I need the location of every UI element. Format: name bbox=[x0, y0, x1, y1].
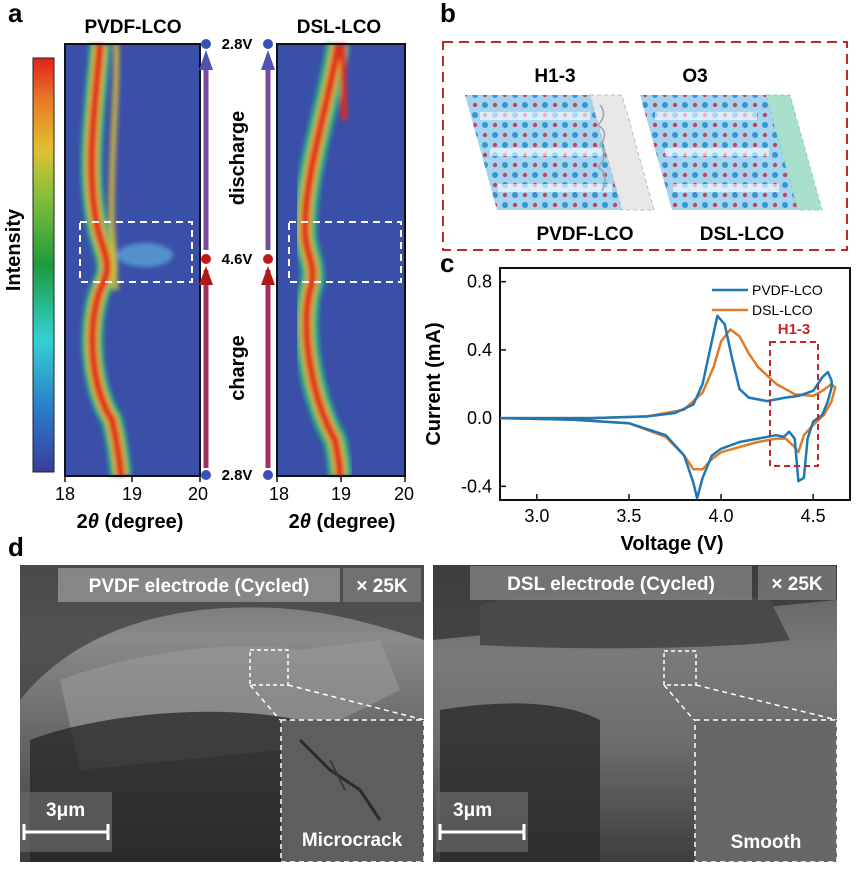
cv-xlabel: Voltage (V) bbox=[621, 533, 724, 555]
sem-title-pvdf: PVDF electrode (Cycled) bbox=[89, 576, 310, 597]
colorbar-label: Intensity bbox=[3, 208, 25, 291]
heatmap-dsl bbox=[276, 42, 406, 477]
h13-annotation: H1-3 bbox=[778, 321, 811, 338]
cv-xtick-label: 3.0 bbox=[524, 506, 549, 526]
panel-label-b: b bbox=[440, 0, 456, 28]
legend-label-pvdf: PVDF-LCO bbox=[752, 282, 823, 298]
sample-label-pvdf: PVDF-LCO bbox=[536, 224, 633, 245]
crystal-h13 bbox=[465, 94, 655, 211]
scale-label-pvdf: 3μm bbox=[46, 800, 85, 821]
phase-label-o3: O3 bbox=[682, 66, 707, 87]
svg-text:20: 20 bbox=[188, 484, 208, 504]
svg-text:20: 20 bbox=[394, 484, 414, 504]
sample-label-dsl: DSL-LCO bbox=[700, 224, 784, 245]
cv-plot-frame bbox=[499, 267, 851, 501]
cv-series-dsl-lco bbox=[499, 328, 837, 471]
crystal-o3 bbox=[640, 94, 823, 211]
inset-label-pvdf: Microcrack bbox=[302, 830, 403, 851]
panel-a-right-xaxis: 18 19 20 bbox=[269, 476, 414, 504]
h13-highlight-box bbox=[769, 341, 819, 467]
panel-a-right-title: DSL-LCO bbox=[297, 17, 381, 38]
voltage-arrows bbox=[199, 39, 275, 480]
discharge-label: discharge bbox=[227, 111, 249, 205]
cv-legend: PVDF-LCO DSL-LCO bbox=[712, 282, 823, 318]
heatmap-pvdf bbox=[64, 43, 201, 477]
voltage-label-top: 2.8V bbox=[222, 36, 253, 53]
cv-ylabel: Current (mA) bbox=[423, 322, 445, 445]
colorbar bbox=[32, 57, 55, 473]
svg-text:18: 18 bbox=[55, 484, 75, 504]
scale-bar-dsl bbox=[438, 824, 526, 840]
svg-text:19: 19 bbox=[331, 484, 351, 504]
phase-label-h13: H1-3 bbox=[534, 66, 575, 87]
panel-a-right-xlabel: 2θ (degree) bbox=[289, 511, 396, 533]
sem-mag-dsl: × 25K bbox=[771, 574, 823, 595]
panel-a-left-title: PVDF-LCO bbox=[84, 17, 181, 38]
panel-a-left-xlabel: 2θ (degree) bbox=[77, 511, 184, 533]
sem-mag-pvdf: × 25K bbox=[356, 576, 408, 597]
svg-text:19: 19 bbox=[122, 484, 142, 504]
panel-label-d: d bbox=[8, 532, 24, 562]
panel-label-c: c bbox=[440, 248, 454, 278]
highlight-box-pvdf bbox=[79, 221, 193, 283]
scale-label-dsl: 3μm bbox=[453, 800, 492, 821]
sem-title-dsl: DSL electrode (Cycled) bbox=[507, 574, 715, 595]
inset-label-dsl: Smooth bbox=[731, 832, 802, 853]
cv-xtick-label: 4.0 bbox=[709, 506, 734, 526]
cv-xtick-label: 4.5 bbox=[801, 506, 826, 526]
cv-ytick-label: 0.8 bbox=[467, 272, 492, 292]
charge-label: charge bbox=[227, 335, 249, 401]
legend-label-dsl: DSL-LCO bbox=[752, 302, 813, 318]
panel-label-a: a bbox=[8, 0, 23, 28]
panel-b-frame bbox=[442, 41, 848, 251]
cv-ytick-label: 0.4 bbox=[467, 340, 492, 360]
voltage-label-bottom: 2.8V bbox=[222, 467, 253, 484]
scale-bar-pvdf bbox=[22, 824, 110, 840]
cv-chart: 3.0 3.5 4.0 4.5 0.8 0.4 0.0 -0.4 H1-3 PVDF-LCO … bbox=[461, 267, 851, 526]
svg-text:18: 18 bbox=[269, 484, 289, 504]
cv-ytick-label: 0.0 bbox=[467, 408, 492, 428]
highlight-box-dsl bbox=[288, 221, 402, 283]
cv-ytick-label: -0.4 bbox=[461, 476, 492, 496]
cv-series-pvdf-lco bbox=[499, 314, 833, 500]
voltage-label-mid: 4.6V bbox=[222, 251, 253, 268]
cv-xtick-label: 3.5 bbox=[616, 506, 641, 526]
panel-a-left-xaxis: 18 19 20 bbox=[55, 476, 208, 504]
